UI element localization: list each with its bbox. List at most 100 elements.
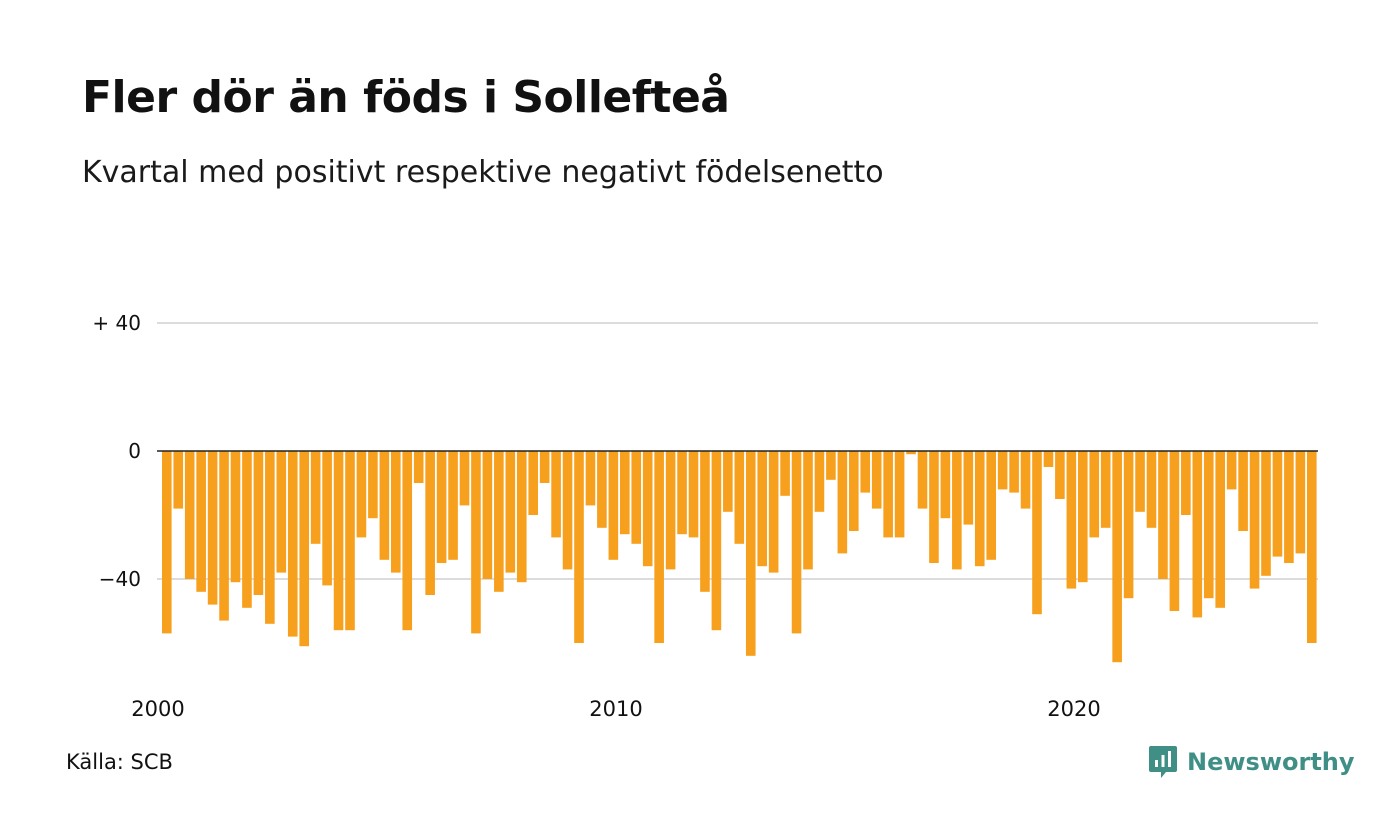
- bar-quarter-44: [654, 451, 664, 643]
- bar-quarter-26: [448, 451, 458, 560]
- bar-quarter-40: [608, 451, 619, 560]
- x-tick-label: 2000: [131, 697, 184, 721]
- bar-quarter-34: [539, 451, 550, 483]
- bar-quarter-66: [906, 451, 916, 455]
- bar-quarter-32: [516, 451, 527, 583]
- bar-quarter-97: [1261, 451, 1271, 576]
- bar-quarter-57: [803, 451, 813, 570]
- bar-quarter-10: [265, 451, 275, 624]
- bar-quarter-68: [929, 451, 939, 563]
- bar-quarter-16: [333, 451, 344, 631]
- bar-quarter-49: [711, 451, 722, 631]
- bar-quarter-67: [917, 451, 928, 509]
- bar-quarter-20: [379, 451, 390, 560]
- chart-title: Fler dör än föds i Sollefteå: [82, 72, 730, 123]
- bar-quarter-28: [471, 451, 481, 634]
- bar-quarter-39: [597, 451, 607, 528]
- source-note: Källa: SCB: [66, 750, 173, 774]
- bar-quarter-23: [413, 451, 424, 483]
- bar-quarter-77: [1032, 451, 1042, 615]
- bar-quarter-94: [1226, 451, 1237, 490]
- y-axis-labels: + 40 0 −40: [92, 311, 141, 591]
- bar-quarter-43: [642, 451, 653, 567]
- bar-quarter-98: [1272, 451, 1283, 557]
- bar-quarter-33: [528, 451, 538, 515]
- bar-quarter-69: [940, 451, 951, 519]
- bar-quarter-93: [1215, 451, 1225, 608]
- bar-quarter-88: [1158, 451, 1168, 579]
- bar-quarter-41: [620, 451, 630, 535]
- bar-quarter-42: [631, 451, 642, 544]
- bar-chart-speech-bubble-icon: [1149, 746, 1177, 778]
- bar-quarter-85: [1123, 451, 1134, 599]
- y-tick-label: −40: [99, 567, 141, 591]
- bar-quarter-38: [585, 451, 596, 506]
- bar-quarter-7: [230, 451, 241, 583]
- bar-quarter-12: [287, 451, 298, 637]
- y-tick-label: + 40: [92, 311, 141, 335]
- bar-quarter-80: [1066, 451, 1077, 589]
- bar-quarter-37: [574, 451, 584, 643]
- bar-quarter-78: [1043, 451, 1054, 467]
- bar-quarter-90: [1181, 451, 1191, 515]
- bar-quarter-92: [1203, 451, 1214, 599]
- bar-quarter-48: [700, 451, 710, 592]
- x-tick-label: 2010: [589, 697, 642, 721]
- bar-quarter-100: [1295, 451, 1306, 554]
- bar-quarter-24: [425, 451, 435, 595]
- bar-quarter-31: [505, 451, 516, 573]
- bar-quarter-14: [310, 451, 321, 544]
- bar-quarter-29: [482, 451, 493, 579]
- newsworthy-logo: Newsworthy: [1148, 742, 1355, 782]
- bar-quarter-91: [1192, 451, 1203, 618]
- bar-quarter-62: [860, 451, 871, 493]
- bar-quarter-58: [814, 451, 825, 512]
- bar-quarter-96: [1249, 451, 1260, 589]
- bar-quarter-101: [1307, 451, 1317, 643]
- bar-quarter-89: [1169, 451, 1180, 611]
- bar-quarter-54: [768, 451, 779, 573]
- bar-quarter-1: [162, 451, 172, 634]
- bar-quarter-79: [1055, 451, 1065, 499]
- bar-quarter-50: [723, 451, 733, 512]
- bar-quarter-46: [677, 451, 687, 535]
- bar-quarter-63: [871, 451, 882, 509]
- bar-quarter-4: [196, 451, 206, 592]
- bar-quarter-6: [219, 451, 229, 621]
- bar-quarter-64: [883, 451, 893, 538]
- bar-quarter-35: [551, 451, 561, 538]
- x-axis-labels: 2000 2010 2020: [131, 697, 1100, 721]
- bar-quarter-52: [745, 451, 756, 656]
- bar-quarter-83: [1100, 451, 1111, 528]
- bar-quarter-2: [173, 451, 184, 509]
- bar-quarter-71: [963, 451, 974, 525]
- bar-quarter-86: [1135, 451, 1145, 512]
- y-tick-label: 0: [128, 439, 141, 463]
- bar-quarter-15: [322, 451, 332, 586]
- bar-quarter-18: [356, 451, 367, 538]
- bar-quarter-75: [1009, 451, 1019, 493]
- bar-quarter-59: [826, 451, 836, 480]
- brand-name: Newsworthy: [1187, 748, 1355, 776]
- bar-quarter-8: [242, 451, 252, 608]
- bar-quarter-65: [894, 451, 905, 538]
- bar-quarter-13: [299, 451, 309, 647]
- bar-quarter-51: [734, 451, 745, 544]
- chart-subtitle: Kvartal med positivt respektive negativt…: [82, 155, 884, 190]
- x-tick-label: 2020: [1047, 697, 1100, 721]
- bar-quarter-17: [345, 451, 355, 631]
- bar-quarter-19: [368, 451, 378, 519]
- bar-quarter-74: [997, 451, 1008, 490]
- bar-quarter-70: [952, 451, 962, 570]
- bars: [157, 450, 1318, 663]
- bar-quarter-60: [837, 451, 848, 554]
- bar-quarter-22: [402, 451, 413, 631]
- bar-quarter-95: [1238, 451, 1248, 531]
- bar-quarter-55: [780, 451, 790, 496]
- bar-quarter-47: [688, 451, 699, 538]
- bar-quarter-82: [1089, 451, 1100, 538]
- bar-quarter-5: [207, 451, 218, 605]
- bar-quarter-27: [459, 451, 470, 506]
- bar-quarter-73: [986, 451, 996, 560]
